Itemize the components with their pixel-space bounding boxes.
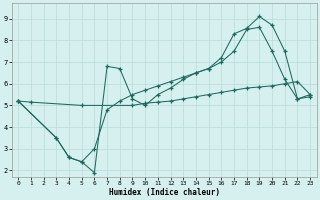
X-axis label: Humidex (Indice chaleur): Humidex (Indice chaleur) [109,188,220,197]
